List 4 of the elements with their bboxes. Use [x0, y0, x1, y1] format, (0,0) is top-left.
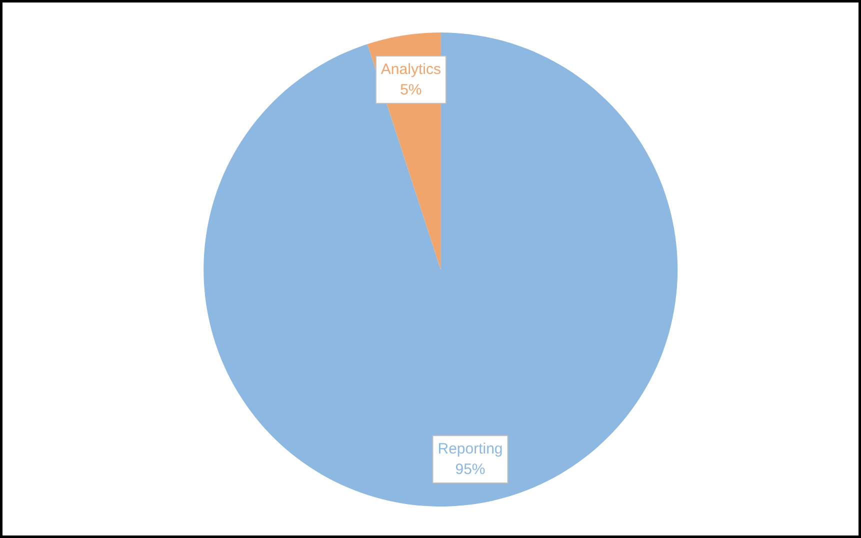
slice-label: Analytics	[380, 61, 441, 78]
data-label: 95%	[455, 460, 486, 478]
slice-label: Reporting	[438, 440, 503, 458]
data-label: 5%	[400, 81, 422, 98]
